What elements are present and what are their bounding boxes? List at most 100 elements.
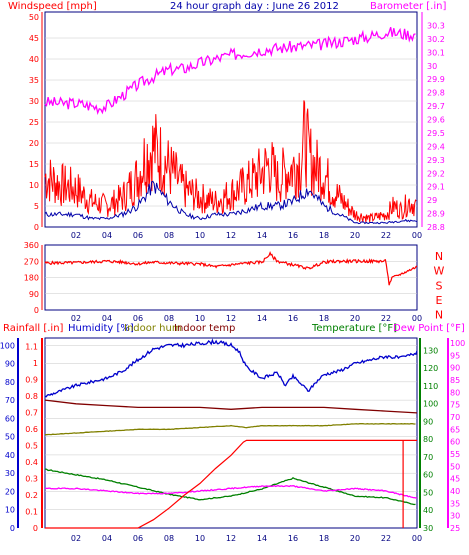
humidity-line (44, 338, 418, 398)
tick-label: 65 (450, 425, 460, 434)
tick-label: 29.7 (427, 102, 445, 111)
indoor-temp-line (44, 399, 418, 414)
tick-label: 25 (450, 524, 460, 533)
tick-label: 70 (5, 396, 15, 405)
tick-label: 0.3 (25, 474, 38, 483)
tick-label: 0.2 (25, 491, 38, 500)
tick-label: 16 (288, 534, 298, 543)
tick-label: 25 (29, 118, 39, 127)
tick-label: 80 (450, 388, 460, 397)
tick-label: 35 (29, 76, 39, 85)
tick-label: 12 (226, 534, 236, 543)
tick-label: 14 (257, 231, 267, 240)
tick-label: 0.6 (25, 425, 38, 434)
tick-label: 40 (450, 487, 460, 496)
compass-label: W (434, 265, 445, 278)
tick-label: 29.1 (427, 183, 445, 192)
tick-label: 90 (29, 290, 39, 299)
wind-axis-label: Windspeed [mph] (8, 1, 97, 12)
tick-label: 08 (164, 314, 174, 323)
tick-label: 29.4 (427, 142, 445, 151)
tick-label: 29.5 (427, 129, 445, 138)
chart-title: 24 hour graph day : June 26 2012 (170, 1, 339, 12)
tick-label: 95 (450, 351, 460, 360)
tick-label: 0.1 (25, 507, 38, 516)
tick-label: 10 (195, 231, 205, 240)
tick-label: 30.3 (427, 21, 445, 30)
tick-label: 30 (423, 524, 433, 533)
tick-label: 12 (226, 231, 236, 240)
indoor-temp-label: Indoor temp (174, 323, 235, 334)
tick-label: 30 (5, 469, 15, 478)
tick-label: 50 (450, 462, 460, 471)
tick-label: 80 (423, 435, 433, 444)
tick-label: 1.1 (25, 342, 38, 351)
temperature-humidity-plot (44, 337, 418, 529)
tick-label: 10 (195, 534, 205, 543)
tick-label: 130 (423, 346, 438, 355)
barometer-line (44, 26, 416, 115)
tick-label: 14 (257, 314, 267, 323)
tick-label: 0.9 (25, 375, 38, 384)
tick-label: 5 (34, 202, 39, 211)
tick-label: 110 (423, 382, 438, 391)
tick-label: 22 (381, 534, 391, 543)
tick-label: 40 (423, 506, 433, 515)
compass-label: N (435, 309, 443, 322)
tick-label: 60 (5, 414, 15, 423)
tick-label: 20 (350, 534, 360, 543)
tick-label: 10 (5, 506, 15, 515)
tick-label: 35 (450, 499, 460, 508)
tick-label: 120 (423, 364, 438, 373)
tick-label: 100 (450, 339, 465, 348)
tick-label: 29 (427, 196, 437, 205)
tick-label: 10 (195, 314, 205, 323)
tick-label: 180 (24, 274, 39, 283)
tick-label: 20 (5, 487, 15, 496)
tick-label: 16 (288, 314, 298, 323)
dew-point-axis-label: Dew Point [°F] (393, 323, 465, 334)
tick-label: 00 (412, 231, 422, 240)
tick-label: 45 (450, 475, 460, 484)
tick-label: 85 (450, 376, 460, 385)
tick-label: 30 (29, 97, 39, 106)
tick-label: 29.6 (427, 116, 445, 125)
tick-label: 1 (33, 359, 38, 368)
tick-label: 16 (288, 231, 298, 240)
wind-gust-line (44, 100, 417, 223)
tick-label: 0.7 (25, 408, 38, 417)
tick-label: 06 (133, 231, 143, 240)
compass-label: N (435, 250, 443, 263)
tick-label: 28.8 (427, 223, 445, 232)
tick-label: 29.2 (427, 169, 445, 178)
compass-label: S (436, 279, 443, 292)
tick-label: 360 (24, 241, 39, 250)
tick-label: 06 (133, 314, 143, 323)
tick-label: 08 (164, 231, 174, 240)
tick-label: 0 (33, 524, 38, 533)
indoor-hum-line (45, 423, 416, 436)
tick-label: 0.4 (25, 458, 38, 467)
tick-label: 14 (257, 534, 267, 543)
indoor-hum-label: Indoor hum (124, 323, 182, 334)
temperature-axis-label: Temperature [°F] (311, 323, 397, 334)
tick-label: 70 (423, 453, 433, 462)
tick-label: 18 (319, 231, 329, 240)
tick-label: 80 (5, 378, 15, 387)
tick-label: 28.9 (427, 210, 445, 219)
tick-label: 00 (412, 314, 422, 323)
tick-label: 12 (226, 314, 236, 323)
tick-label: 10 (29, 181, 39, 190)
wind-average-line (44, 180, 418, 225)
dew-point-line (44, 484, 418, 499)
tick-label: 50 (423, 488, 433, 497)
tick-label: 30.1 (427, 48, 445, 57)
tick-label: 06 (133, 534, 143, 543)
tick-label: 00 (412, 534, 422, 543)
tick-label: 70 (450, 413, 460, 422)
tick-label: 100 (0, 341, 15, 350)
tick-label: 15 (29, 160, 39, 169)
tick-label: 40 (5, 451, 15, 460)
tick-label: 29.9 (427, 75, 445, 84)
